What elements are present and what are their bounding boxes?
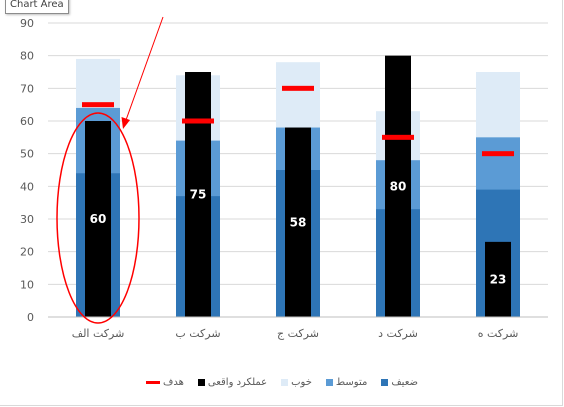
legend-swatch <box>281 378 289 386</box>
y-tick-label: 70 <box>20 82 34 95</box>
y-axis: 0 10 20 30 40 50 60 70 80 90 <box>20 17 34 324</box>
legend-swatch <box>145 380 160 384</box>
y-tick-label: 10 <box>20 278 34 291</box>
annotation-arrow-head <box>121 117 130 129</box>
x-tick-label: شرکت د <box>378 327 418 340</box>
legend: هدف عملکرد واقعی خوب متوسط ضعیف <box>0 375 564 389</box>
legend-item-average: متوسط <box>325 376 368 388</box>
legend-swatch <box>381 378 389 386</box>
data-label: 60 <box>90 212 107 226</box>
data-label: 23 <box>490 272 507 286</box>
data-label: 75 <box>190 188 207 202</box>
x-axis: شرکت الف شرکت ب شرکت ج شرکت د شرکت ه <box>48 316 548 340</box>
legend-label: ضعیف <box>391 376 419 388</box>
legend-label: عملکرد واقعی <box>207 376 268 388</box>
x-tick-label: شرکت ه <box>478 327 519 340</box>
data-label: 58 <box>290 215 307 229</box>
legend-label: متوسط <box>335 376 368 388</box>
y-tick-label: 0 <box>27 311 34 324</box>
y-tick-label: 90 <box>20 17 34 30</box>
legend-item-poor: ضعیف <box>381 377 418 388</box>
legend-item-actual: عملکرد واقعی <box>197 376 268 388</box>
target-marker <box>382 134 414 140</box>
legend-label: خوب <box>291 376 312 388</box>
y-tick-label: 30 <box>20 213 34 226</box>
legend-swatch <box>197 378 205 386</box>
y-tick-label: 80 <box>20 50 34 63</box>
data-label: 80 <box>390 179 407 193</box>
legend-swatch <box>325 378 333 386</box>
y-tick-label: 60 <box>20 115 34 128</box>
annotation <box>56 16 164 324</box>
annotation-arrow-line <box>125 16 164 121</box>
legend-label: هدف <box>162 376 184 388</box>
highlight-ellipse <box>56 112 140 324</box>
chart-area-tooltip: Chart Area <box>5 0 69 14</box>
target-marker <box>182 118 214 124</box>
actual-bar <box>485 241 511 317</box>
y-tick-label: 50 <box>20 148 34 161</box>
actual-bar <box>185 72 211 317</box>
actual-bar <box>385 55 411 318</box>
x-tick-label: شرکت ب <box>175 327 220 340</box>
target-marker <box>482 151 514 157</box>
target-marker <box>82 102 114 108</box>
legend-item-target: هدف <box>145 376 184 388</box>
x-tick-label: شرکت ج <box>277 327 319 340</box>
actual-bar <box>85 121 111 317</box>
actual-bar <box>285 127 311 318</box>
x-tick-label: شرکت الف <box>72 327 125 340</box>
bars: 60 75 58 80 23 <box>76 55 520 318</box>
y-tick-label: 20 <box>20 246 34 259</box>
y-tick-label: 40 <box>20 180 34 193</box>
legend-item-good: خوب <box>281 377 312 388</box>
target-marker <box>282 85 314 91</box>
